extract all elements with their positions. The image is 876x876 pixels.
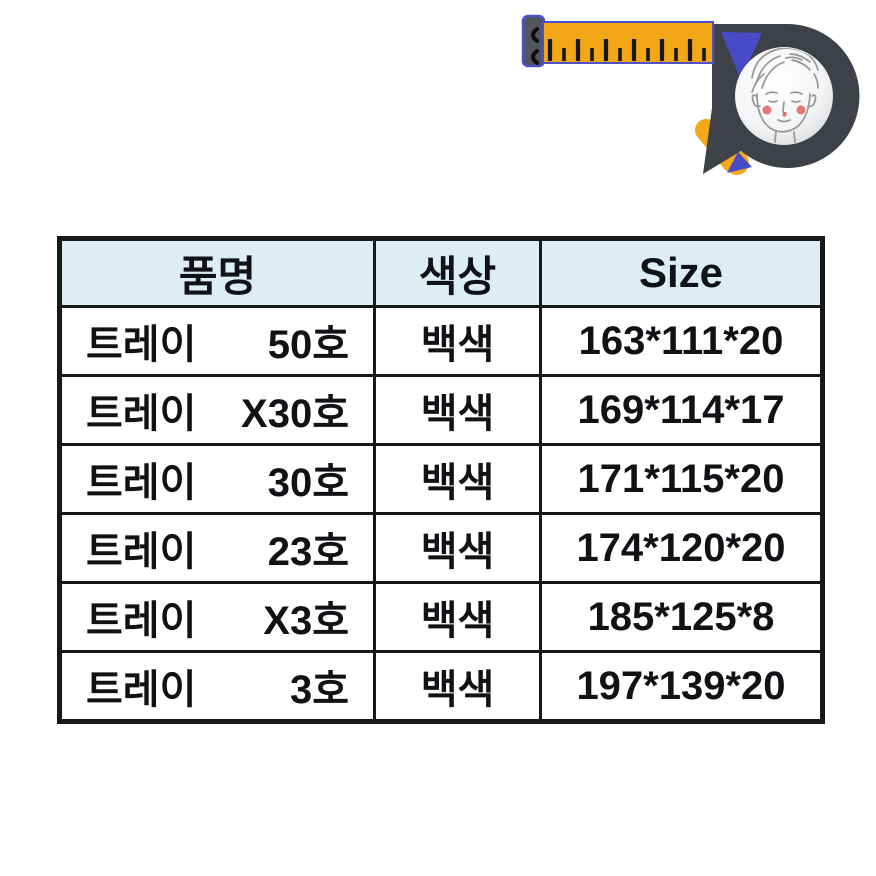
color-cell: 백색 (373, 512, 542, 584)
table-row: 트레이 23호 백색 174*120*20 (58, 512, 824, 584)
product-variant: 50호 (267, 323, 349, 367)
product-name-cell: 트레이 X3호 (58, 581, 376, 653)
product-variant: X30호 (241, 392, 349, 436)
tape-lens (735, 47, 833, 145)
color-cell: 백색 (373, 650, 542, 723)
size-cell: 169*114*17 (539, 374, 824, 446)
size-cell: 197*139*20 (539, 650, 824, 723)
product-variant: 23호 (267, 530, 349, 574)
tape-body-accent (721, 32, 762, 80)
table-row: 트레이 30호 백색 171*115*20 (58, 443, 824, 515)
product-label: 트레이 (86, 392, 197, 436)
color-cell: 백색 (373, 305, 542, 377)
product-label: 트레이 (86, 323, 197, 367)
size-cell: 185*125*8 (539, 581, 824, 653)
product-name-cell: 트레이 30호 (58, 443, 376, 515)
header-row: 품명 색상 Size (58, 237, 824, 308)
product-variant: 3호 (289, 668, 349, 712)
product-variant: X3호 (263, 599, 349, 643)
product-label: 트레이 (86, 530, 197, 574)
product-name-cell: 트레이 X30호 (58, 374, 376, 446)
size-cell: 171*115*20 (539, 443, 824, 515)
table-row: 트레이 X3호 백색 185*125*8 (58, 581, 824, 653)
tape-hook (521, 14, 546, 68)
ruler-ticks-short (562, 48, 706, 61)
table-row: 트레이 X30호 백색 169*114*17 (58, 374, 824, 446)
header-product-name: 품명 (58, 237, 376, 308)
table-row: 트레이 50호 백색 163*111*20 (58, 305, 824, 377)
product-label: 트레이 (86, 461, 197, 505)
size-cell: 174*120*20 (539, 512, 824, 584)
color-cell: 백색 (373, 374, 542, 446)
cheek-dots (762, 105, 806, 117)
product-name-cell: 트레이 23호 (58, 512, 376, 584)
color-cell: 백색 (373, 581, 542, 653)
product-name-cell: 트레이 3호 (58, 650, 376, 723)
product-variant: 30호 (267, 461, 349, 505)
tape-strip (542, 21, 714, 64)
header-color: 색상 (373, 237, 542, 308)
ruler-ticks-tall (547, 39, 693, 61)
size-cell: 163*111*20 (539, 305, 824, 377)
face-sketch (751, 48, 819, 143)
product-name-cell: 트레이 50호 (58, 305, 376, 377)
product-label: 트레이 (86, 668, 197, 712)
size-spec-table: 품명 색상 Size 트레이 50호 백색 163*111*20 트 (57, 236, 825, 724)
color-cell: 백색 (373, 443, 542, 515)
header-size: Size (539, 237, 824, 308)
product-label: 트레이 (86, 599, 197, 643)
table-row: 트레이 3호 백색 197*139*20 (58, 650, 824, 723)
tape-measure-icon (521, 14, 860, 175)
